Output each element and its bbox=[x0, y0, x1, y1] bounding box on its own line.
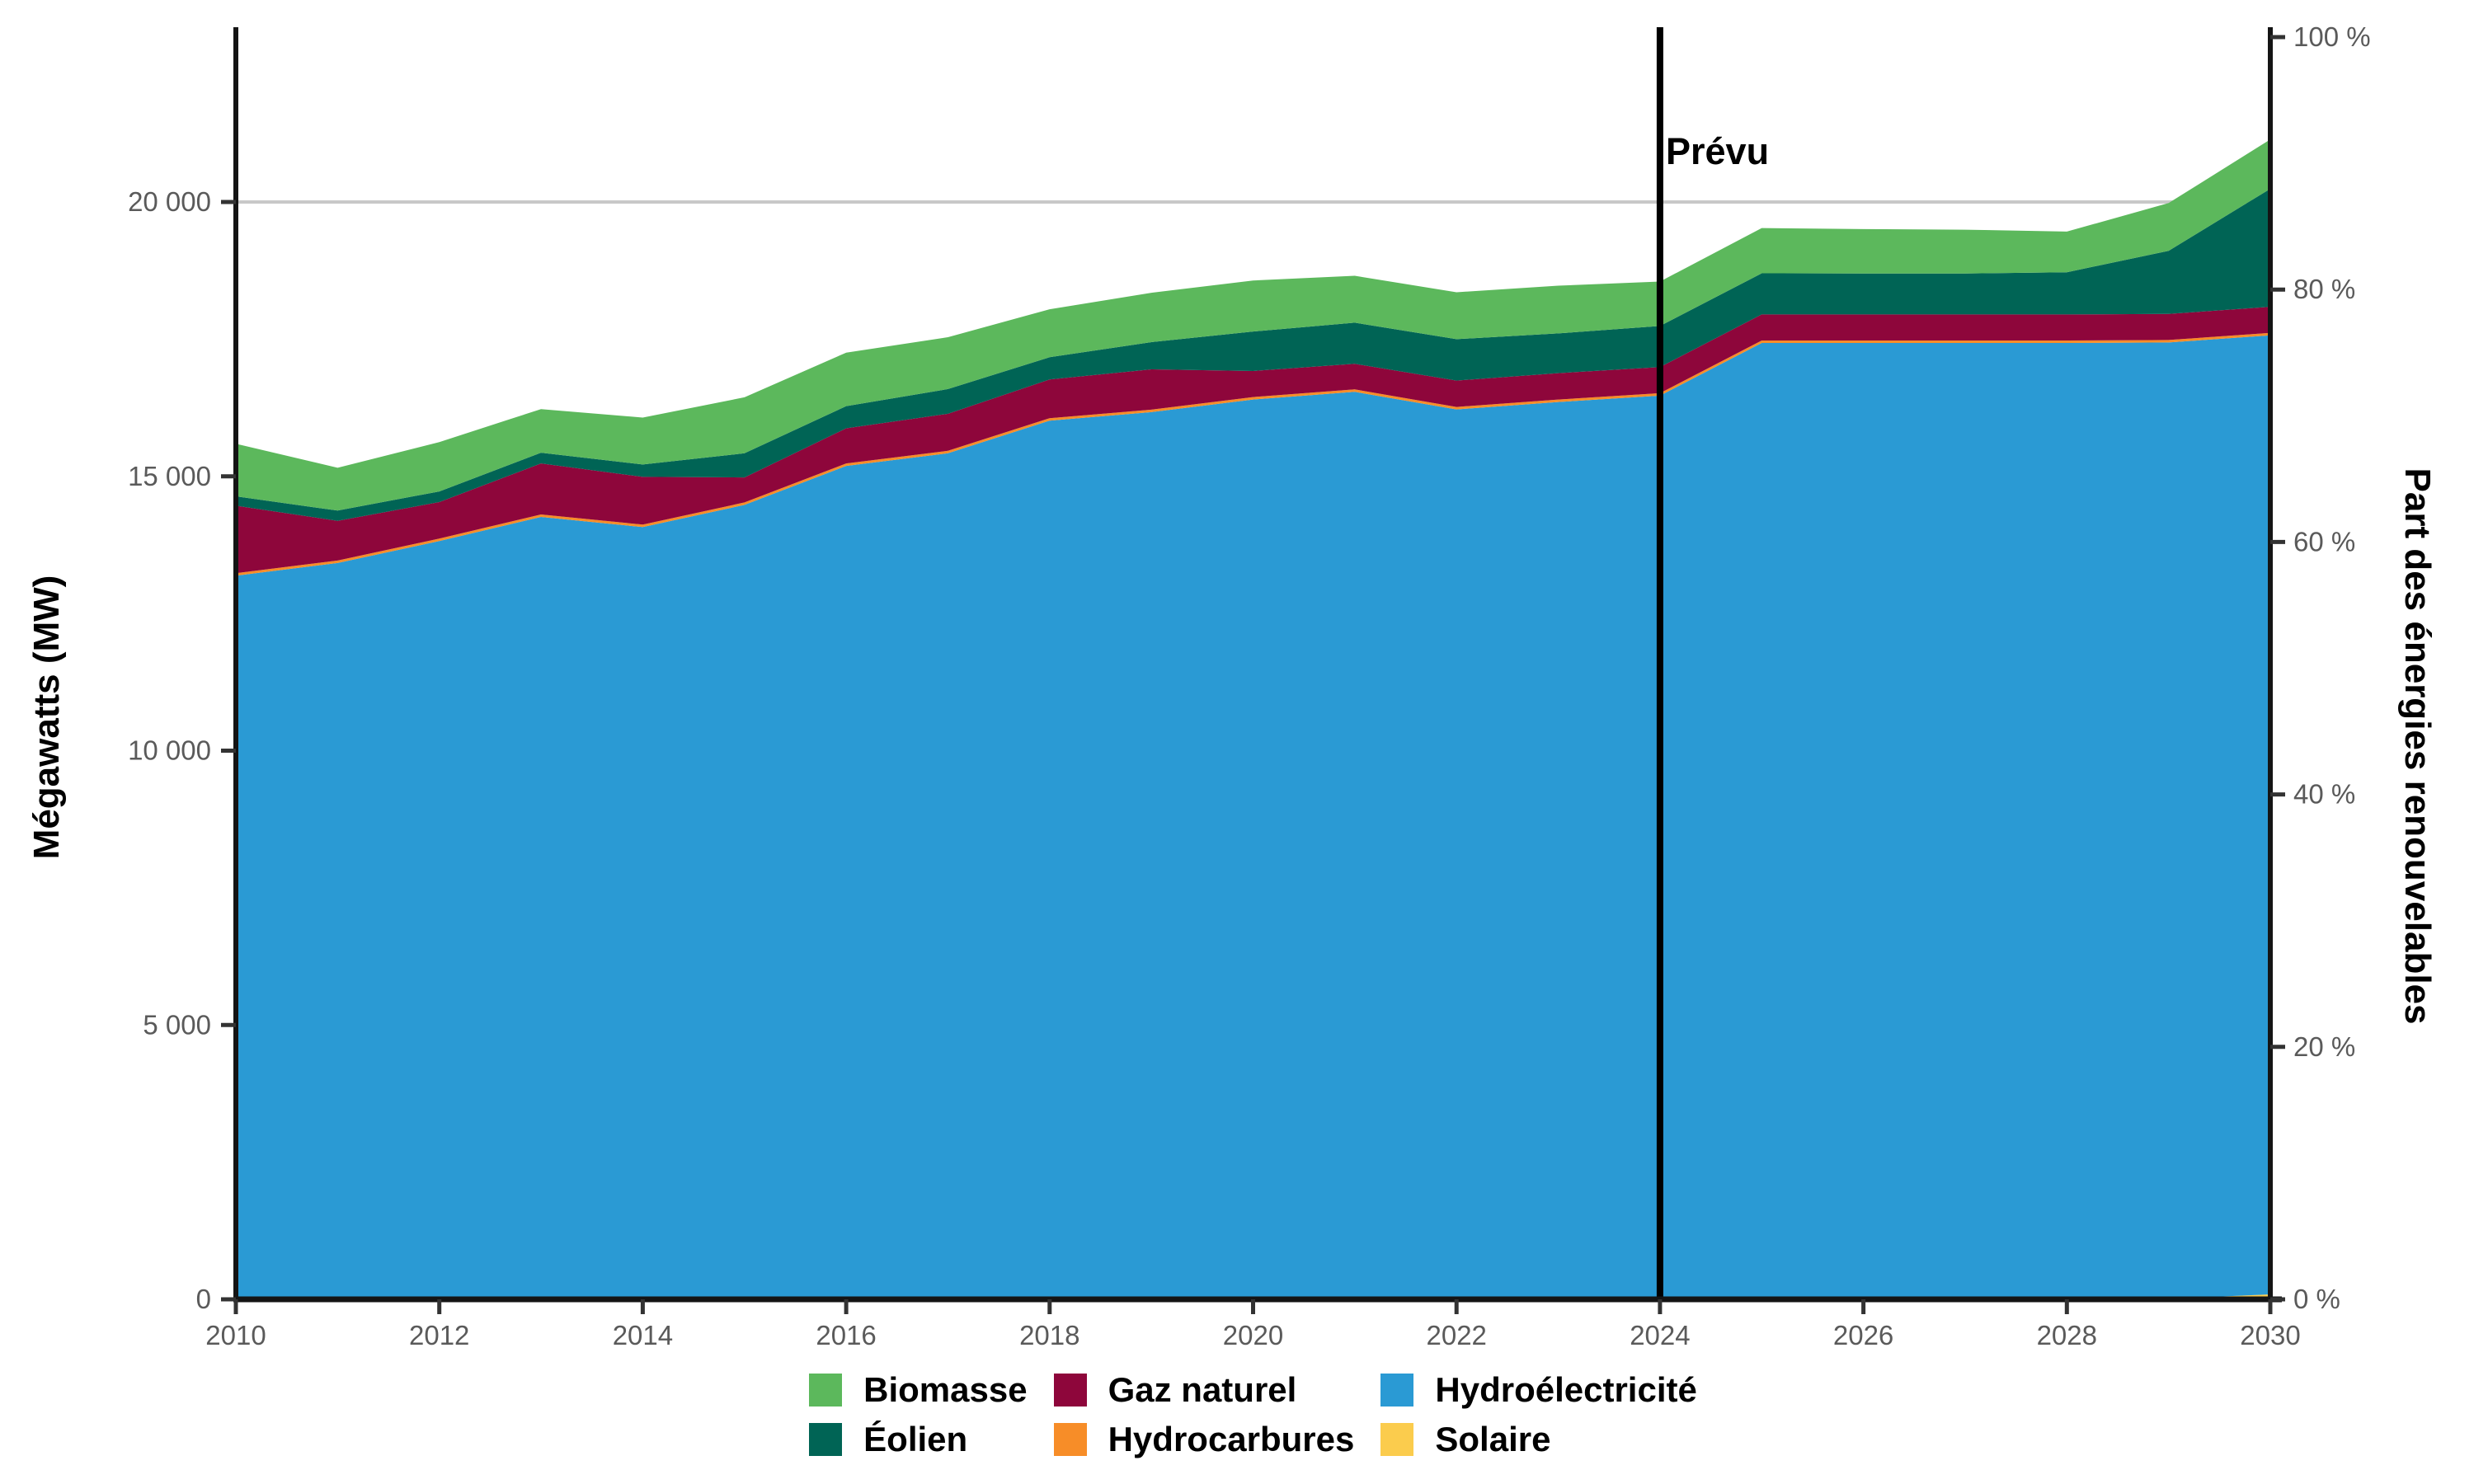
y2-axis-tick-label: 80 % bbox=[2293, 274, 2355, 304]
legend-item-solaire: Solaire bbox=[1380, 1420, 1696, 1459]
x-axis-tick-label: 2024 bbox=[1630, 1320, 1690, 1350]
y-axis-tick-label: 5 000 bbox=[143, 1009, 211, 1040]
x-axis-tick-label: 2010 bbox=[205, 1320, 266, 1350]
y2-axis-tick-label: 20 % bbox=[2293, 1031, 2355, 1062]
y2-axis-tick-label: 100 % bbox=[2293, 21, 2371, 52]
legend-label-eolien: Éolien bbox=[863, 1420, 968, 1458]
legend-item-biomasse: Biomasse bbox=[809, 1370, 1028, 1410]
legend-label-biomasse: Biomasse bbox=[863, 1370, 1028, 1409]
legend-label-hydroelectricite: Hydroélectricité bbox=[1435, 1370, 1697, 1409]
x-axis-tick-label: 2028 bbox=[2037, 1320, 2097, 1350]
y2-axis-tick-label: 60 % bbox=[2293, 526, 2355, 556]
right-axis-title: Part des énergies renouvelables bbox=[2397, 467, 2438, 1025]
y2-axis-tick-label: 0 % bbox=[2293, 1284, 2340, 1314]
x-axis-tick-label: 2012 bbox=[409, 1320, 469, 1350]
legend-label-hydrocarbures: Hydrocarbures bbox=[1108, 1420, 1355, 1458]
x-axis-tick-label: 2022 bbox=[1426, 1320, 1486, 1350]
x-axis-tick-label: 2016 bbox=[816, 1320, 876, 1350]
y-axis-tick-label: 20 000 bbox=[128, 186, 211, 217]
area-gaz-naturel bbox=[236, 307, 2270, 574]
x-axis-tick-label: 2030 bbox=[2240, 1320, 2300, 1350]
y-axis-tick-label: 0 bbox=[196, 1284, 211, 1314]
legend-swatch-solaire bbox=[1380, 1423, 1414, 1456]
forecast-annotation-label: Prévu bbox=[1666, 130, 1770, 172]
legend: Biomasse Éolien Gaz naturel Hydrocarbure… bbox=[236, 1370, 2270, 1459]
y-axis-tick-label: 15 000 bbox=[128, 461, 211, 491]
legend-swatch-hydrocarbures bbox=[1053, 1423, 1087, 1456]
legend-swatch-biomasse bbox=[809, 1374, 843, 1407]
legend-item-hydrocarbures: Hydrocarbures bbox=[1053, 1420, 1355, 1459]
left-axis-title: Mégawatts (MW) bbox=[26, 575, 67, 860]
area-biomasse bbox=[236, 139, 2270, 511]
x-axis-tick-label: 2026 bbox=[1833, 1320, 1893, 1350]
legend-label-gaz-naturel: Gaz naturel bbox=[1108, 1370, 1297, 1409]
legend-swatch-hydroelectricite bbox=[1380, 1374, 1414, 1407]
x-axis-tick-label: 2018 bbox=[1019, 1320, 1079, 1350]
legend-item-gaz-naturel: Gaz naturel bbox=[1053, 1370, 1355, 1410]
legend-item-hydroelectricite: Hydroélectricité bbox=[1380, 1370, 1697, 1410]
area-hydroelectricite bbox=[236, 335, 2270, 1300]
area-eolien bbox=[236, 189, 2270, 521]
legend-label-solaire: Solaire bbox=[1435, 1420, 1551, 1458]
legend-grid: Biomasse Éolien Gaz naturel Hydrocarbure… bbox=[809, 1370, 1697, 1459]
x-axis-tick-label: 2020 bbox=[1223, 1320, 1283, 1350]
legend-swatch-eolien bbox=[809, 1423, 843, 1456]
legend-swatch-gaz-naturel bbox=[1053, 1374, 1087, 1407]
legend-item-eolien: Éolien bbox=[809, 1420, 1027, 1459]
y-axis-tick-label: 10 000 bbox=[128, 735, 211, 766]
y2-axis-tick-label: 40 % bbox=[2293, 779, 2355, 810]
x-axis-tick-label: 2014 bbox=[613, 1320, 673, 1350]
